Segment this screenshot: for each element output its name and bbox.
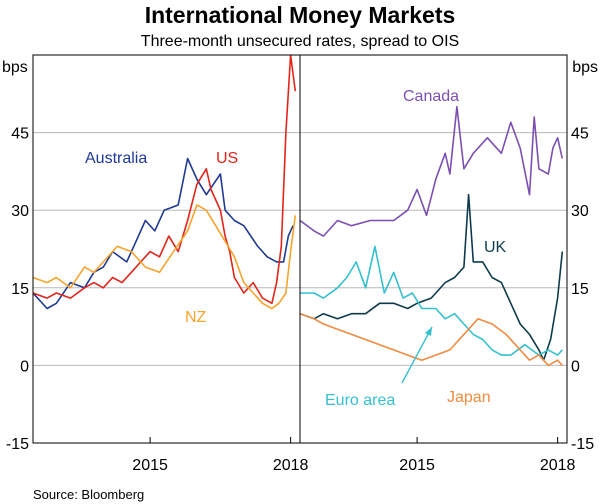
euro-area-pointer-head <box>425 327 432 336</box>
y-tick-label: 0 <box>20 358 29 375</box>
series-line-us <box>33 55 297 305</box>
series-line-japan <box>300 312 563 367</box>
series-label-australia: Australia <box>85 150 147 167</box>
y-tick-label: 0 <box>571 358 580 375</box>
left-unit-label: bps <box>2 59 28 76</box>
series-lines <box>33 55 564 367</box>
x-tick-label: 2018 <box>540 457 576 474</box>
x-tick-label: 2018 <box>273 457 309 474</box>
y-tick-label: -15 <box>571 436 594 453</box>
x-tick-labels: 2015 2018 2015 2018 <box>132 437 576 474</box>
series-line-australia <box>33 157 294 310</box>
chart-subtitle: Three-month unsecured rates, spread to O… <box>141 33 459 50</box>
source-note: Source: Bloomberg <box>33 487 144 502</box>
series-label-nz: NZ <box>185 309 207 326</box>
chart-title: International Money Markets <box>145 2 456 28</box>
series-label-us: US <box>216 150 238 167</box>
euro-area-pointer <box>401 326 433 384</box>
y-tick-label: 45 <box>571 126 589 143</box>
series-label-japan: Japan <box>447 389 491 406</box>
x-tick-label: 2015 <box>132 457 168 474</box>
series-line-canada <box>300 105 564 237</box>
right-y-tick-labels: 45 30 15 0 -15 <box>571 126 594 453</box>
y-tick-label: -15 <box>6 436 29 453</box>
series-line-nz <box>33 204 297 310</box>
series-label-canada: Canada <box>403 88 459 105</box>
series-label-euro-area: Euro area <box>325 392 395 409</box>
y-tick-label: 15 <box>11 281 29 298</box>
series-label-uk: UK <box>484 239 507 256</box>
series-line-euro-area <box>300 245 563 356</box>
y-tick-label: 45 <box>11 126 29 143</box>
left-y-tick-labels: 45 30 15 0 -15 <box>6 126 29 453</box>
right-unit-label: bps <box>572 59 598 76</box>
y-tick-label: 30 <box>11 203 29 220</box>
series-line-uk <box>300 193 564 361</box>
y-tick-label: 30 <box>571 203 589 220</box>
series-labels: Australia US NZ Canada UK Euro area Japan <box>85 88 507 409</box>
x-tick-label: 2015 <box>399 457 435 474</box>
y-tick-label: 15 <box>571 281 589 298</box>
